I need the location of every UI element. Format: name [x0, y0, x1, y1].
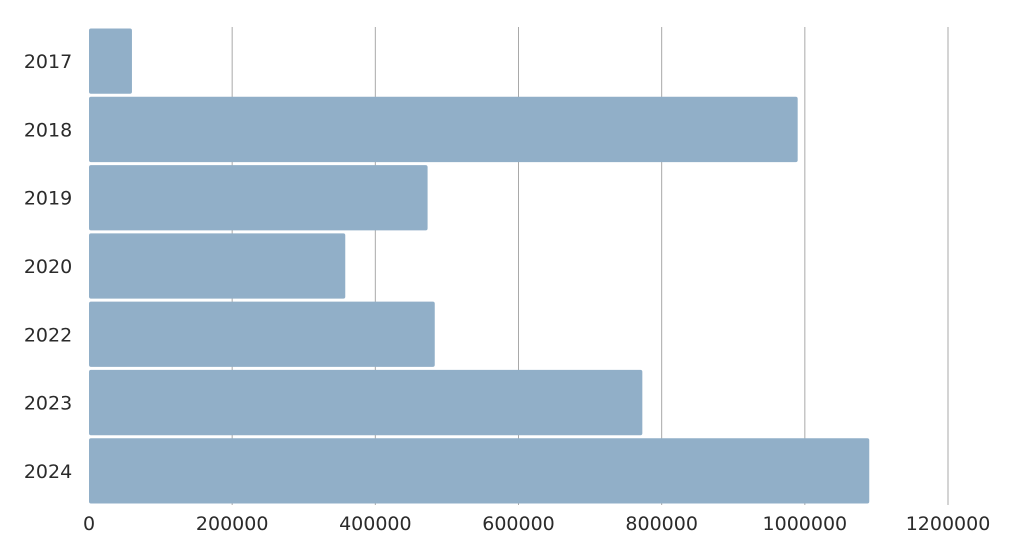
bar-2017 — [89, 28, 132, 94]
x-tick-label: 200000 — [196, 513, 269, 535]
x-tick-label: 800000 — [625, 513, 698, 535]
y-axis-labels: 2017 2018 2019 2020 2022 2023 2024 — [24, 51, 72, 483]
y-category-label: 2022 — [24, 324, 72, 346]
bars — [89, 28, 870, 504]
y-category-label: 2020 — [24, 256, 72, 278]
x-tick-label: 400000 — [339, 513, 412, 535]
bar-2020 — [89, 233, 346, 299]
y-category-label: 2018 — [24, 119, 72, 141]
x-tick-label: 1000000 — [763, 513, 848, 535]
x-tick-label: 1200000 — [906, 513, 991, 535]
bar-2024 — [89, 438, 870, 504]
x-tick-label: 0 — [83, 513, 95, 535]
y-category-label: 2017 — [24, 51, 72, 73]
bar-2023 — [89, 369, 643, 436]
bar-2022 — [89, 301, 435, 367]
bar-2019 — [89, 165, 428, 231]
bar-2018 — [89, 96, 798, 163]
y-category-label: 2023 — [24, 393, 72, 415]
y-category-label: 2019 — [24, 188, 72, 210]
y-category-label: 2024 — [24, 461, 72, 483]
x-tick-label: 600000 — [482, 513, 555, 535]
x-axis-labels: 0 200000 400000 600000 800000 1000000 1200000 — [83, 513, 990, 535]
